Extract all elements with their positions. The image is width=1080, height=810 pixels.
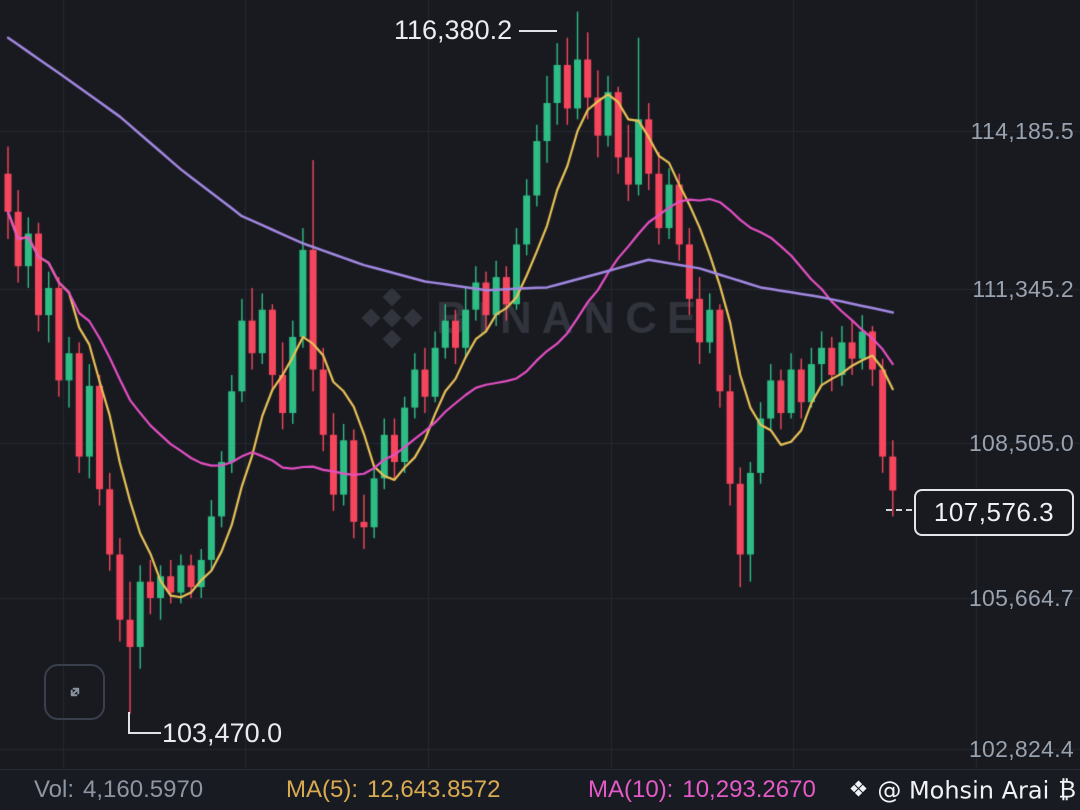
ma10-label: MA(10): (588, 776, 674, 803)
indicator-legend-bar: Vol: 4,160.5970 MA(5): 12,643.8572 MA(10… (0, 769, 1080, 810)
high-connector-line (519, 29, 558, 32)
ma5-legend: MA(5): 12,643.8572 (286, 776, 500, 804)
price-axis-tick: 114,185.5 (970, 118, 1074, 144)
volume-value: 4,160.5970 (83, 776, 204, 803)
high-price-annotation: 116,380.2 (394, 15, 558, 46)
binance-diamond-icon: ❖ (848, 777, 869, 802)
low-connector-line (128, 712, 161, 734)
btc-symbol-icon: ₿ (1058, 775, 1076, 804)
low-price-annotation: 103,470.0 (162, 718, 283, 748)
price-axis-tick: 111,345.2 (972, 276, 1074, 302)
expand-icon (70, 687, 79, 697)
last-price-badge: 107,576.3 (914, 489, 1074, 536)
last-price-dashed-line (886, 509, 912, 511)
price-axis-tick: 108,505.0 (968, 430, 1074, 456)
high-price-text: 116,380.2 (394, 15, 513, 45)
candlestick-chart-canvas[interactable] (0, 0, 1080, 770)
volume-legend: Vol: 4,160.5970 (34, 776, 203, 804)
ma5-label: MA(5): (286, 776, 358, 803)
watermark-credit: ❖ @ Mohsin Arai ₿ (849, 776, 1076, 805)
price-axis-tick: 105,664.7 (968, 585, 1074, 611)
price-axis-tick: 102,824.4 (968, 736, 1074, 762)
ma5-value: 12,643.8572 (367, 776, 501, 803)
credit-handle: @ Mohsin Arai (877, 776, 1050, 804)
ma10-legend: MA(10): 10,293.2670 (588, 776, 816, 804)
ma10-value: 10,293.2670 (682, 776, 816, 803)
expand-chart-button[interactable] (44, 664, 105, 720)
volume-label: Vol: (34, 776, 75, 803)
